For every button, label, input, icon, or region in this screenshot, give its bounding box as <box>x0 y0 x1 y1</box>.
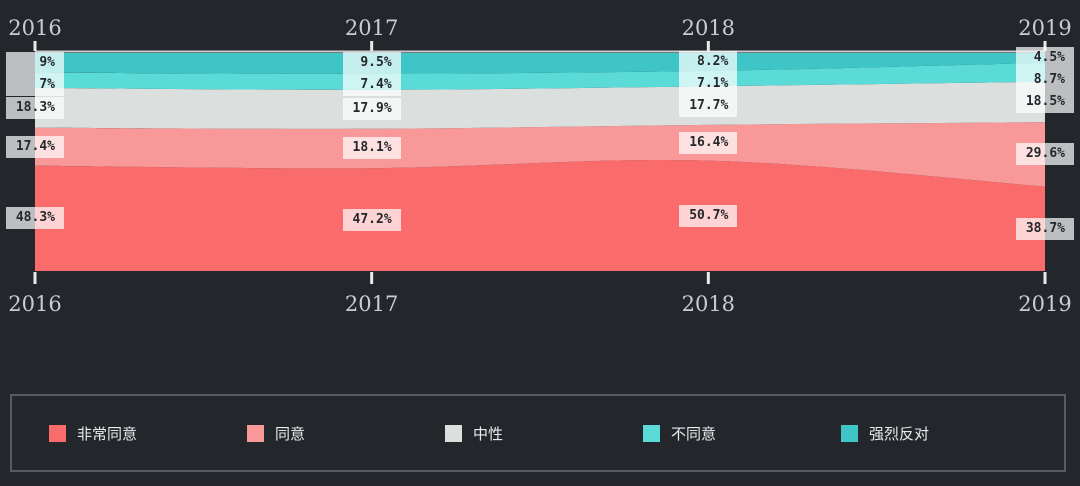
area-series-0[interactable] <box>35 159 1045 271</box>
area-series-4[interactable] <box>35 53 1045 74</box>
value-label-s4-x3: 4.5% <box>1016 46 1074 69</box>
area-series-3[interactable] <box>35 62 1045 90</box>
top-tick-2 <box>706 41 710 51</box>
x-axis-bottom-label-1: 2017 <box>344 292 399 316</box>
value-label-s3-x0: 7% <box>6 73 64 96</box>
value-label-s3-x1: 7.4% <box>342 74 401 97</box>
area-series-1[interactable] <box>35 122 1045 187</box>
legend-item-3[interactable]: 不同意 <box>643 423 841 444</box>
value-label-s1-x0: 17.4% <box>6 135 64 158</box>
value-label-s1-x2: 16.4% <box>679 131 738 154</box>
value-label-s4-x2: 8.2% <box>679 50 738 73</box>
value-label-s0-x3: 38.7% <box>1016 217 1074 240</box>
value-label-s2-x3: 18.5% <box>1016 90 1074 113</box>
x-axis-bottom-label-2: 2018 <box>681 292 736 316</box>
value-label-s1-x1: 18.1% <box>342 137 401 160</box>
value-label-s0-x2: 50.7% <box>679 204 738 227</box>
area-series-2[interactable] <box>35 81 1045 129</box>
value-label-s2-x2: 17.7% <box>679 94 738 117</box>
value-label-s4-x1: 9.5% <box>342 52 401 75</box>
legend-swatch-icon <box>247 424 264 442</box>
legend-label-4: 强烈反对 <box>869 424 930 443</box>
legend-label-3: 不同意 <box>671 424 717 443</box>
legend-label-0: 非常同意 <box>77 424 138 443</box>
top-tick-1 <box>370 41 374 51</box>
bottom-tick-3 <box>1043 272 1047 284</box>
bottom-tick-2 <box>706 272 710 284</box>
x-axis-top-label-2: 2018 <box>681 16 736 40</box>
legend-label-1: 同意 <box>275 424 306 443</box>
legend-swatch-icon <box>49 424 66 442</box>
value-label-s4-x0: 9% <box>6 51 64 74</box>
legend-swatch-icon <box>643 424 660 442</box>
value-label-s0-x1: 47.2% <box>342 208 401 231</box>
legend-swatch-icon <box>445 424 462 442</box>
legend-item-1[interactable]: 同意 <box>247 423 445 444</box>
bottom-tick-1 <box>370 272 374 284</box>
value-label-s3-x3: 8.7% <box>1016 68 1074 91</box>
x-axis-top-label-1: 2017 <box>344 16 399 40</box>
legend: 非常同意 同意 中性 不同意 强烈反对 <box>10 394 1066 472</box>
value-label-s3-x2: 7.1% <box>679 72 738 95</box>
legend-label-2: 中性 <box>473 424 504 443</box>
value-label-s0-x0: 48.3% <box>6 207 64 230</box>
value-label-s2-x0: 18.3% <box>6 96 64 119</box>
value-label-s1-x3: 29.6% <box>1016 143 1074 166</box>
legend-item-4[interactable]: 强烈反对 <box>841 423 1039 444</box>
x-axis-bottom-label-0: 2016 <box>8 292 62 316</box>
x-axis-top-label-3: 2019 <box>1018 16 1072 40</box>
top-tick-3 <box>1043 41 1047 51</box>
legend-item-2[interactable]: 中性 <box>445 423 643 444</box>
value-label-s2-x1: 17.9% <box>342 98 401 121</box>
x-axis-top-label-0: 2016 <box>8 16 62 40</box>
bottom-tick-0 <box>33 272 37 284</box>
x-axis-bottom-label-3: 2019 <box>1018 292 1072 316</box>
legend-swatch-icon <box>841 424 858 442</box>
plot-top-line <box>35 50 1045 53</box>
top-tick-0 <box>33 41 37 51</box>
legend-item-0[interactable]: 非常同意 <box>49 423 247 444</box>
